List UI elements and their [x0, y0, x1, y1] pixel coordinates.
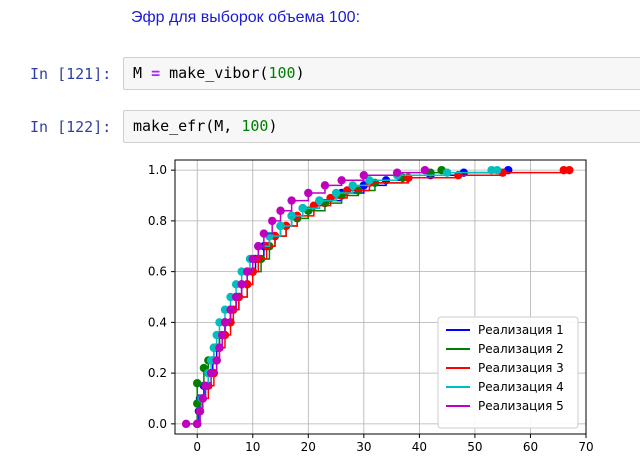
data-point	[565, 165, 574, 175]
x-tick-label: 40	[412, 440, 427, 454]
code-func: make_vibor(	[169, 64, 269, 82]
data-point	[220, 318, 230, 327]
data-point	[315, 196, 324, 205]
y-tick-label: 0.6	[148, 265, 167, 279]
y-tick-label: 0.4	[148, 315, 167, 329]
x-tick-label: 50	[467, 440, 482, 454]
data-point	[331, 188, 341, 198]
data-point	[365, 176, 374, 185]
ticks: 0 10 20 30 40 50 60 70 0.0 0.2 0.4 0.6 0.8 1.0	[148, 163, 594, 454]
data-point	[287, 211, 296, 221]
data-point	[231, 292, 241, 302]
data-point	[243, 267, 252, 276]
y-tick-label: 0.0	[148, 417, 167, 431]
legend-label: Реализация 1	[478, 323, 564, 337]
code-number: 100	[241, 117, 269, 135]
series-5	[181, 165, 430, 429]
y-tick-label: 0.8	[148, 214, 167, 228]
data-point	[201, 381, 210, 390]
data-point	[193, 379, 202, 388]
series-layer	[181, 165, 574, 429]
x-tick-label: 30	[356, 440, 371, 454]
efr-chart: 0 10 20 30 40 50 60 70 0.0 0.2 0.4 0.6 0.8 1.0 Реализ…	[148, 159, 594, 454]
data-point	[276, 221, 285, 231]
code-line: M = make_vibor(100)	[133, 64, 305, 82]
data-point	[348, 181, 357, 190]
data-point	[248, 254, 257, 264]
data-point	[304, 188, 313, 198]
data-point	[254, 242, 263, 251]
data-point	[420, 165, 430, 175]
data-point	[320, 181, 330, 190]
data-point	[226, 305, 235, 314]
x-tick-label: 60	[523, 440, 538, 454]
data-point	[218, 330, 227, 340]
code-paren: )	[268, 117, 278, 135]
x-tick-label: 10	[245, 440, 260, 454]
code-cell-121[interactable]: M = make_vibor(100)	[123, 57, 640, 90]
data-point	[337, 176, 346, 185]
code-func: make_efr(M,	[133, 117, 242, 135]
legend: Реализация 1 Реализация 2 Реализация 3 Реал…	[437, 316, 579, 429]
code-cell-122[interactable]: make_efr(M, 100)	[123, 110, 640, 143]
legend-label: Реализация 4	[478, 380, 564, 394]
legend-box	[437, 316, 579, 429]
code-var: M	[133, 64, 143, 82]
legend-label: Реализация 3	[478, 361, 564, 375]
x-tick-label: 70	[578, 440, 593, 454]
data-point	[492, 165, 502, 175]
x-tick-label: 20	[301, 440, 316, 454]
data-point	[267, 216, 277, 226]
x-tick-label: 0	[193, 440, 201, 454]
data-point	[198, 394, 207, 403]
data-point	[276, 206, 285, 215]
data-point	[195, 406, 205, 416]
code-number: 100	[268, 64, 296, 82]
data-point	[206, 368, 216, 378]
data-point	[181, 419, 191, 429]
markdown-heading: Эфр для выборок объема 100:	[131, 9, 361, 26]
code-line: make_efr(M, 100)	[133, 117, 278, 135]
data-point	[392, 168, 402, 177]
code-operator: =	[151, 64, 161, 82]
data-point	[442, 168, 452, 177]
y-tick-label: 0.2	[148, 366, 167, 380]
plot-frame	[174, 159, 587, 435]
data-point	[259, 229, 269, 238]
data-point	[298, 204, 307, 213]
legend-label: Реализация 5	[478, 399, 564, 413]
cell-prompt-121: In [121]:	[30, 65, 112, 83]
data-point	[287, 196, 296, 205]
code-paren: )	[295, 64, 305, 82]
data-point	[237, 280, 246, 289]
legend-label: Реализация 2	[478, 342, 564, 356]
cell-prompt-122: In [122]:	[30, 118, 112, 136]
data-point	[359, 171, 369, 180]
data-point	[212, 356, 221, 365]
y-tick-label: 1.0	[148, 163, 167, 177]
data-point	[215, 343, 224, 352]
data-point	[193, 419, 202, 429]
